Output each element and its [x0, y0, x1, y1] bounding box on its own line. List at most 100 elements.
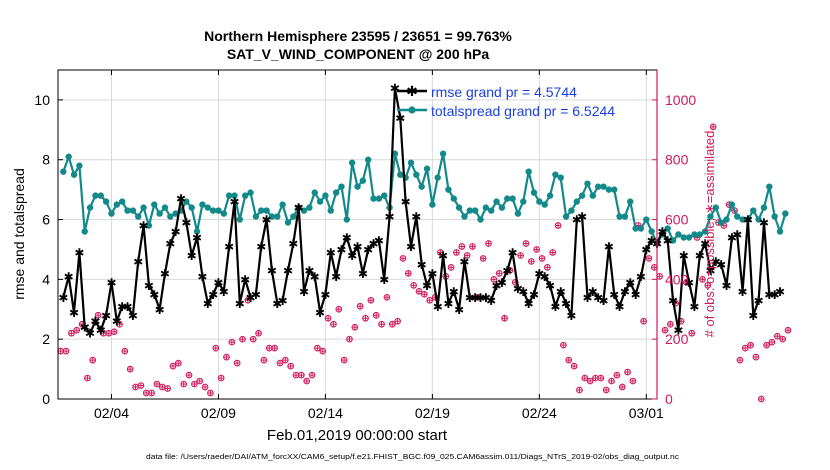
obs-count-point-star: [603, 387, 609, 393]
totalspread-point: [97, 192, 104, 199]
obs-count-point-star: [144, 390, 149, 396]
totalspread-point: [311, 189, 318, 196]
rmse-point: ✱: [256, 240, 266, 254]
rmse-point: ✱: [615, 300, 625, 314]
totalspread-point: [504, 195, 511, 202]
obs-count-point-star: [374, 313, 379, 318]
obs-count-point-star: [341, 357, 347, 363]
totalspread-point: [691, 231, 698, 238]
obs-count-point: [586, 377, 594, 385]
totalspread-point: [541, 201, 548, 208]
obs-count-point-star: [160, 384, 165, 390]
totalspread-point: [434, 174, 441, 181]
obs-count-point-star: [652, 265, 657, 270]
totalspread-point: [70, 171, 78, 178]
data-file-footnote: data file: /Users/raeder/DAI/ATM_forcXX/…: [146, 454, 680, 461]
obs-count-point: [201, 383, 209, 391]
obs-count-point-star: [63, 348, 69, 354]
totalspread-point: [129, 207, 137, 214]
totalspread-point: [225, 192, 233, 199]
rmse-point: ✱: [647, 234, 657, 248]
obs-count-point: [458, 243, 466, 250]
obs-count-point-star: [176, 360, 181, 366]
obs-count-point: [533, 246, 541, 253]
obs-count-point-star: [737, 357, 743, 363]
obs-count-point-star: [202, 384, 208, 390]
rmse-point: ✱: [486, 294, 496, 308]
obs-count-point: [383, 293, 391, 301]
obs-count-point-star: [598, 375, 604, 381]
rmse-point: ✱: [764, 288, 774, 302]
x-tick-label: 02/09: [201, 405, 236, 421]
totalspread-point: [327, 207, 334, 214]
obs-count-point-star: [218, 375, 224, 381]
totalspread-point: [418, 183, 425, 190]
obs-count-point-star: [74, 328, 79, 333]
rmse-point: ✱: [363, 243, 373, 257]
obs-count-point-star: [470, 244, 475, 249]
obs-count-point-star: [234, 360, 240, 366]
obs-count-point: [228, 338, 236, 346]
totalspread-point: [258, 207, 265, 214]
obs-count-point-star: [117, 322, 122, 327]
totalspread-point: [284, 219, 292, 226]
obs-count-point-star: [630, 378, 636, 384]
rmse-point: ✱: [358, 267, 368, 281]
rmse-point: ✱: [176, 192, 186, 206]
obs-count-point: [164, 385, 171, 392]
rmse-point: ✱: [481, 291, 491, 305]
rmse-point: ✱: [224, 240, 234, 254]
totalspread-point: [343, 216, 351, 223]
totalspread-point: [135, 213, 142, 220]
obs-count-point-star: [128, 366, 133, 372]
obs-count-point: [121, 347, 129, 355]
rmse-point: ✱: [459, 255, 469, 269]
totalspread-point: [712, 204, 720, 211]
obs-count-point: [704, 281, 712, 289]
totalspread-point: [407, 159, 415, 166]
totalspread-point: [322, 192, 329, 199]
rmse-point: ✱: [342, 231, 352, 245]
obs-count-point-star: [539, 256, 545, 261]
rmse-point: ✱: [385, 210, 395, 224]
totalspread-point: [616, 213, 623, 220]
rmse-point: ✱: [721, 279, 731, 293]
rmse-point: ✱: [582, 291, 592, 305]
rmse-point: ✱: [90, 315, 100, 329]
x-tick-label: 03/01: [629, 405, 664, 421]
totalspread-point: [183, 198, 190, 205]
rmse-point: ✱: [235, 297, 245, 311]
totalspread-point: [167, 213, 174, 220]
rmse-point: ✱: [310, 270, 320, 284]
rmse-point: ✱: [160, 267, 170, 281]
obs-count-point-star: [710, 124, 716, 130]
obs-count-point-star: [309, 372, 315, 378]
totalspread-point: [375, 195, 383, 202]
obs-count-point: [217, 374, 225, 382]
totalspread-point: [252, 213, 260, 220]
totalspread-point: [621, 213, 629, 220]
totalspread-point: [637, 225, 645, 232]
obs-count-point-star: [609, 378, 614, 384]
totalspread-point: [290, 213, 297, 220]
rmse-point: ✱: [545, 279, 555, 293]
obs-count-point-star: [384, 295, 390, 300]
rmse-point: ✱: [422, 279, 432, 293]
obs-count-point: [763, 341, 770, 349]
rmse-point: ✱: [754, 294, 764, 308]
obs-count-point: [207, 389, 214, 397]
totalspread-point: [161, 204, 169, 211]
totalspread-point: [354, 183, 361, 190]
obs-count-point-star: [224, 354, 229, 360]
totalspread-point: [413, 171, 420, 178]
obs-count-point-star: [753, 354, 759, 360]
obs-count-point: [410, 281, 418, 289]
rmse-point: ✱: [604, 240, 614, 254]
totalspread-point: [118, 198, 126, 205]
totalspread-point: [750, 207, 757, 214]
obs-count-point-star: [769, 339, 775, 345]
totalspread-point: [557, 174, 564, 181]
obs-count-point: [239, 335, 246, 343]
obs-count-point: [426, 296, 434, 304]
totalspread-point: [552, 171, 559, 178]
